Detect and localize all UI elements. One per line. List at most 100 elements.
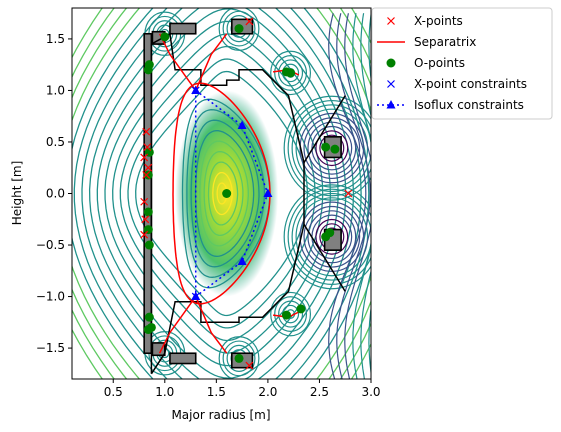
flux-contour-coil (283, 95, 371, 201)
flux-contour-coil (291, 192, 371, 281)
flux-contour-coil (291, 104, 371, 193)
o-point (222, 189, 232, 198)
isoflux-point (263, 188, 273, 197)
flux-contour-core (212, 171, 233, 216)
legend-label: Isoflux constraints (414, 98, 524, 112)
separatrix-core-line (172, 82, 271, 305)
flux-contour-outer (73, 8, 370, 379)
x-point (245, 361, 254, 370)
legend-triangle-marker (386, 100, 396, 109)
flux-contour-coil (222, 10, 256, 47)
legend-label: X-points (414, 14, 463, 28)
flux-contour-core (190, 119, 260, 268)
legend-label: X-point constraints (414, 77, 527, 91)
flux-contour-right (328, 13, 367, 379)
flux-contour-coil (303, 205, 361, 268)
x-tick-label: 2.0 (258, 385, 277, 399)
separatrix-leg (195, 296, 228, 354)
coil (169, 352, 197, 365)
coil (143, 32, 153, 355)
legend-item: Separatrix (377, 35, 476, 49)
coil (151, 342, 166, 357)
x-point (144, 163, 153, 172)
y-tick-label: 0.0 (46, 187, 65, 201)
x-points (140, 17, 353, 370)
legend-item: O-points (386, 56, 465, 70)
flux-contour-coil (274, 296, 308, 332)
flux-contour-coil (274, 55, 308, 91)
flux-contour-coil (283, 184, 371, 290)
flux-contour-core (207, 161, 239, 226)
flux-contour-outer (104, 20, 339, 367)
y-axis-label: Height [m] (10, 161, 24, 226)
x-tick-label: 1.5 (207, 385, 226, 399)
legend-circle-marker (386, 58, 396, 68)
legend-item: Isoflux constraints (377, 98, 524, 112)
x-point (344, 189, 353, 198)
flux-contour-outer (112, 33, 332, 354)
y-tick-label: 1.5 (46, 32, 65, 46)
x-point-constraint (191, 86, 200, 95)
y-axis-ticks: −1.5 −1.0 −0.5 0.0 0.5 1.0 1.5 (36, 32, 72, 355)
x-point (245, 17, 254, 26)
separatrix-leg (195, 33, 228, 91)
flux-contour-coil (218, 336, 260, 379)
wall-line (150, 32, 305, 375)
flux-contour-coil (287, 188, 371, 285)
legend: X-points Separatrix O-points X-point constr… (371, 7, 553, 120)
flux-contour-outer (127, 58, 316, 329)
x-point (141, 215, 150, 224)
x-tick-label: 0.5 (104, 385, 123, 399)
o-point (281, 310, 291, 320)
x-point (140, 197, 149, 206)
flux-contour-right (352, 13, 371, 379)
y-tick-label: 1.0 (46, 83, 65, 97)
o-point (143, 170, 153, 180)
x-point (140, 153, 149, 162)
flux-contour-core (216, 182, 228, 205)
flux-contour-right (336, 13, 371, 379)
x-tick-label: 3.0 (361, 385, 380, 399)
flux-contour-core (186, 109, 266, 278)
o-point (296, 304, 306, 314)
flux-contour-coil (311, 125, 353, 171)
flux-contour-coil (270, 50, 312, 96)
o-point (144, 312, 154, 322)
flux-contour-outer (96, 8, 347, 379)
separatrix-leg (158, 296, 197, 354)
flux-contour-coil (315, 218, 349, 255)
legend-label: O-points (414, 56, 465, 70)
o-point (286, 68, 296, 78)
x-point (140, 230, 149, 239)
flux-contour-coil (307, 121, 357, 175)
flux-contour-coil (315, 130, 349, 167)
flux-contour-right (360, 13, 371, 379)
y-tick-label: −1.5 (36, 341, 65, 355)
x-axis-label: Major radius [m] (171, 408, 270, 422)
x-tick-label: 1.0 (155, 385, 174, 399)
isoflux-point (237, 256, 247, 266)
flux-contour-coil (287, 99, 371, 197)
flux-contour-core (194, 130, 255, 258)
flux-contour-outer (81, 8, 362, 379)
o-point (330, 144, 340, 154)
flux-contour-outer (135, 70, 309, 317)
x-point (143, 143, 152, 152)
y-tick-label: −0.5 (36, 238, 65, 252)
flux-contour-core (203, 150, 244, 237)
legend-x-marker (387, 80, 395, 88)
o-point (144, 60, 154, 70)
o-point (160, 32, 170, 42)
flux-contour-coil (278, 300, 304, 328)
flux-contour-coil (319, 134, 345, 162)
flux-contour-coil (222, 340, 256, 377)
y-tick-label: 0.5 (46, 135, 65, 149)
o-point (146, 322, 156, 332)
flux-contour-core (199, 140, 249, 247)
y-tick-label: −1.0 (36, 290, 65, 304)
x-axis-ticks: 0.5 1.0 1.5 2.0 2.5 3.0 (104, 379, 381, 399)
o-point (143, 207, 153, 217)
x-point-constraint (191, 292, 200, 301)
o-point (144, 240, 154, 250)
